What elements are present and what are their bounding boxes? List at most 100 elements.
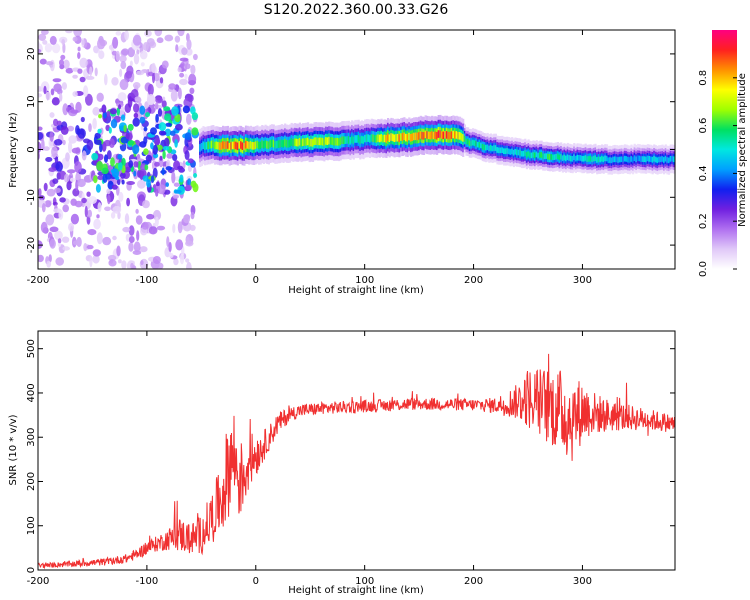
spectrogram-ridge-cell: [256, 140, 259, 149]
spectrogram-ridge-cell: [436, 132, 439, 140]
spectrogram-transition-blob: [185, 184, 192, 191]
spectrogram-ridge-cell: [338, 138, 341, 146]
spectrogram-noise-blob: [49, 226, 59, 233]
spectrogram-noise-blob: [180, 62, 185, 68]
spectrogram-noise-blob: [72, 91, 78, 97]
spectrogram-ridge-cell: [248, 141, 251, 150]
spectrogram-ridge-cell: [583, 155, 586, 162]
spectrogram-transition-blob: [128, 160, 134, 168]
spectrogram-noise-blob: [60, 126, 69, 135]
spectrogram-noise-blob: [161, 60, 169, 69]
spectrogram-noise-blob: [112, 205, 122, 214]
spectrogram-noise-blob: [108, 138, 115, 149]
spectrogram-noise-blob: [43, 85, 47, 95]
spectrogram-noise-blob: [135, 215, 143, 225]
spectrogram-noise-blob: [186, 261, 192, 269]
spectrogram-ridge-cell: [524, 150, 527, 156]
spectrogram-noise-blob: [152, 209, 162, 221]
spectrogram-noise-blob: [147, 83, 154, 96]
spectrogram-noise-blob: [117, 92, 127, 102]
spectrogram-noise-blob: [48, 254, 52, 263]
spectrogram-noise-blob: [57, 241, 62, 248]
spectrogram-transition-blob: [174, 139, 178, 148]
spectrogram-ridge-cell: [620, 156, 623, 163]
spectrogram-ridge-cell: [618, 156, 622, 163]
spectrogram-ridge-cell: [351, 135, 354, 144]
spectrogram-ridge-cell: [656, 157, 659, 164]
spectrogram-ridge-cell: [331, 137, 334, 145]
spectrogram-ridge-cell: [202, 141, 205, 149]
spectrogram-noise-blob: [128, 236, 135, 243]
spectrogram-noise-blob: [170, 89, 178, 102]
spectrogram-ridge-cell: [607, 157, 610, 164]
spectrogram-x-tick-label: 200: [464, 275, 483, 286]
spectrogram-ridge-cell: [471, 139, 475, 146]
spectrogram-ridge-cell: [427, 131, 430, 140]
spectrogram-ridge-cell: [617, 157, 620, 163]
spectrogram-ridge-cell: [498, 147, 501, 154]
spectrogram-transition-blob: [144, 164, 149, 171]
colorbar-tick-label: 0.8: [698, 70, 709, 86]
colorbar: 0.0 0.2 0.4 0.6 0.8 Normalized spectral ampl…: [698, 30, 748, 277]
spectrogram-noise-blob: [83, 243, 88, 252]
spectrogram-transition-blob: [187, 158, 194, 164]
spectrogram-ridge-cell: [259, 141, 262, 150]
spectrogram-noise-blob: [76, 128, 81, 136]
spectrogram-noise-blob: [46, 188, 56, 197]
spectrogram-noise-blob: [144, 30, 152, 37]
spectrogram-ridge-cell: [316, 137, 319, 146]
spectrogram-ridge-cell: [586, 156, 589, 162]
spectrogram-noise-blob: [139, 50, 148, 60]
spectrogram-ridge-cell: [493, 145, 496, 151]
spectrogram-noise-blob: [155, 96, 163, 104]
spectrogram-ridge-cell: [326, 137, 329, 145]
spectrogram-ridge-cell: [390, 133, 393, 141]
snr-series-line: [38, 353, 675, 570]
spectrogram-ridge-cell: [643, 156, 646, 162]
spectrogram-ridge-cell: [321, 137, 324, 146]
spectrogram-noise-blob: [72, 36, 78, 42]
spectrogram-transition-blob: [171, 106, 179, 116]
spectrogram-noise-blob: [153, 73, 160, 82]
spectrogram-ridge-cell: [303, 138, 306, 146]
spectrogram-ridge-cell: [409, 134, 413, 142]
spectrogram-noise-blob: [62, 103, 69, 116]
spectrogram-ridge-cell: [320, 137, 323, 146]
spectrogram-ridge-cell: [282, 140, 285, 148]
snr-x-ticks: -200 -100 0 100 200 300: [27, 331, 592, 587]
spectrogram-noise-blob: [65, 152, 70, 162]
spectrogram-ridge-cell: [342, 136, 346, 144]
spectrogram-ridge-cell: [447, 131, 450, 140]
spectrogram-noise-blob: [83, 85, 89, 97]
spectrogram-noise-blob: [152, 72, 155, 84]
spectrogram-noise-blob: [175, 44, 179, 53]
spectrogram-noise-blob: [108, 259, 117, 267]
spectrogram-ridge-cell: [419, 131, 422, 139]
spectrogram-noise-blob: [59, 197, 66, 203]
spectrogram-ridge-cell: [612, 156, 615, 163]
spectrogram-noise-blob: [102, 236, 112, 246]
spectrogram-ridge-cell: [280, 139, 283, 147]
spectrogram-ridge-cell: [360, 135, 364, 144]
spectrogram-noise-blob: [137, 179, 146, 189]
spectrogram-ridge-cell: [561, 155, 564, 162]
spectrogram-ridge-cell: [406, 134, 409, 142]
spectrogram-noise-blob: [51, 97, 60, 106]
spectrogram-transition-blob: [150, 142, 154, 150]
spectrogram-ridge-cell: [369, 135, 372, 143]
spectrogram-ridge-cell: [244, 140, 248, 149]
spectrogram-x-tick-label: -200: [27, 275, 50, 286]
spectrogram-noise-blob: [171, 171, 176, 184]
spectrogram-ridge-cell: [486, 144, 489, 151]
spectrogram-transition-blob: [133, 103, 140, 113]
spectrogram-noise-blob: [177, 87, 182, 100]
spectrogram-ridge-cell: [532, 151, 535, 158]
spectrogram-ridge-cell: [261, 140, 264, 148]
spectrogram-ridge-cell: [341, 136, 344, 144]
spectrogram-transition-blob: [111, 184, 118, 190]
spectrogram-ridge-cell: [666, 157, 669, 163]
spectrogram-noise-blob: [164, 34, 174, 42]
spectrogram-noise-blob: [142, 42, 149, 51]
spectrogram-y-ticks: -20 -10 0 10 20: [26, 48, 675, 253]
spectrogram-noise-blob: [77, 178, 86, 188]
